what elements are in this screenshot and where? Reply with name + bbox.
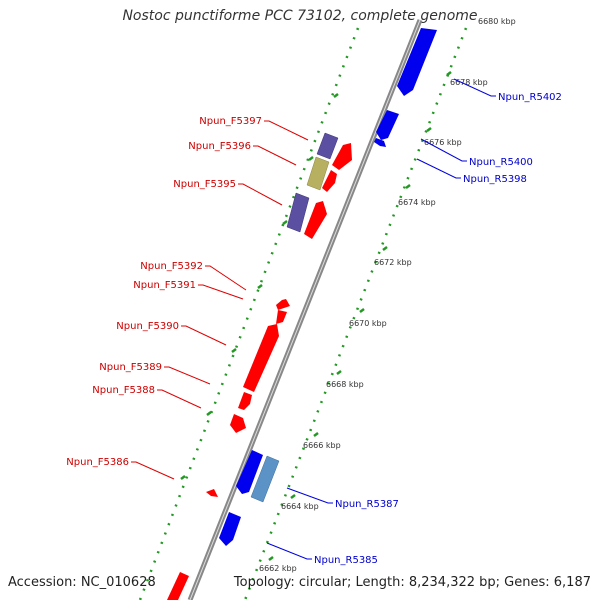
scale-label: 6672 kbp: [374, 258, 412, 267]
gene-arrow-reverse[interactable]: [236, 450, 263, 494]
scale-label: 6664 kbp: [281, 502, 319, 511]
gene-arrow-forward[interactable]: [322, 170, 337, 192]
gene-label[interactable]: Npun_R5385: [314, 555, 378, 566]
gene-arrow-forward[interactable]: [304, 201, 327, 239]
gene-label[interactable]: Npun_F5391: [133, 280, 196, 291]
gene-arrow-forward[interactable]: [230, 414, 246, 433]
gene-arrow-reverse[interactable]: [397, 28, 437, 96]
scale-label: 6674 kbp: [398, 198, 436, 207]
gene-arrow-reverse[interactable]: [374, 138, 386, 147]
gene-label[interactable]: Npun_F5395: [173, 179, 236, 190]
accession-text: Accession: NC_010628: [8, 575, 156, 590]
gene-label[interactable]: Npun_F5388: [92, 385, 155, 396]
gene-label[interactable]: Npun_F5396: [188, 141, 251, 152]
gene-label[interactable]: Npun_R5400: [469, 157, 533, 168]
scale-label: 6678 kbp: [450, 78, 488, 87]
gene-label[interactable]: Npun_R5398: [463, 174, 527, 185]
gene-arrow-forward[interactable]: [243, 324, 279, 392]
forward-genes: [167, 132, 352, 600]
gene-box-purple[interactable]: [316, 132, 339, 160]
backbone-highlight: [189, 19, 421, 600]
gene-arrow-forward[interactable]: [276, 310, 287, 324]
scale-label: 6662 kbp: [259, 564, 297, 573]
gene-arrow-forward[interactable]: [206, 489, 218, 497]
gene-arrow-forward[interactable]: [238, 392, 252, 410]
leader-lines-reverse: [266, 78, 496, 560]
scale-label: 6676 kbp: [424, 138, 462, 147]
gene-box-olive[interactable]: [306, 156, 330, 191]
genome-details-text: Topology: circular; Length: 8,234,322 bp…: [233, 575, 591, 590]
gene-label[interactable]: Npun_R5402: [498, 92, 562, 103]
scale-label: 6668 kbp: [326, 380, 364, 389]
forward-gene-labels: Npun_F5397 Npun_F5396 Npun_F5395 Npun_F5…: [66, 116, 262, 468]
scale-label: 6666 kbp: [303, 441, 341, 450]
gene-label[interactable]: Npun_F5390: [116, 321, 179, 332]
reverse-gene-labels: Npun_R5402 Npun_R5400 Npun_R5398 Npun_R5…: [314, 92, 562, 566]
inner-ring-right: [243, 27, 468, 600]
gene-arrow-forward[interactable]: [167, 572, 189, 600]
scale-label: 6670 kbp: [349, 319, 387, 328]
map-title: Nostoc punctiforme PCC 73102, complete g…: [122, 8, 478, 24]
outer-ticks: [180, 93, 339, 480]
outer-ring-left: [138, 27, 360, 600]
scale-label: 6680 kbp: [478, 17, 516, 26]
leader-lines-forward: [131, 120, 309, 480]
gene-arrow-forward[interactable]: [332, 143, 352, 170]
gene-label[interactable]: Npun_F5386: [66, 457, 129, 468]
gene-arrow-reverse[interactable]: [219, 512, 241, 546]
gene-arrow-reverse[interactable]: [376, 110, 399, 140]
reverse-genes: [219, 28, 437, 546]
gene-label[interactable]: Npun_F5397: [199, 116, 262, 127]
gene-label[interactable]: Npun_F5392: [140, 261, 203, 272]
gene-label[interactable]: Npun_F5389: [99, 362, 162, 373]
gene-box-purple[interactable]: [286, 192, 310, 233]
gene-arrow-forward[interactable]: [276, 299, 290, 310]
scale-ticks: [268, 71, 452, 561]
gene-label[interactable]: Npun_R5387: [335, 499, 399, 510]
gene-box-reverse[interactable]: [250, 455, 280, 503]
